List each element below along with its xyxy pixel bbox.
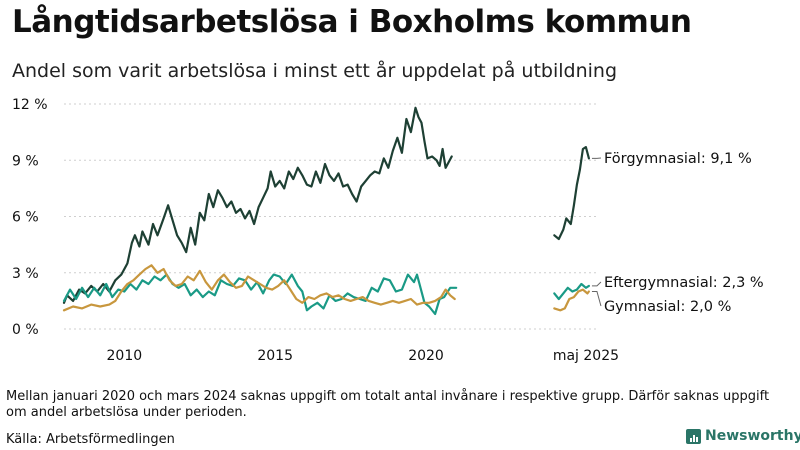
series-line-gymnasial <box>62 264 456 312</box>
source-note: Källa: Arbetsförmedlingen <box>6 432 175 447</box>
chart-title: Långtidsarbetslösa i Boxholms kommun <box>12 4 692 40</box>
y-tick-label: 9 % <box>12 153 39 169</box>
y-tick-label: 12 % <box>12 97 48 113</box>
chart-subtitle: Andel som varit arbetslösa i minst ett å… <box>12 60 618 82</box>
x-tick-label: 2010 <box>107 348 143 364</box>
y-axis-labels: 0 % 3 % 6 % 9 % 12 % <box>12 97 48 338</box>
series-line-eftergymnasial <box>62 273 458 316</box>
label-connector <box>591 281 602 287</box>
x-tick-label: 2015 <box>257 348 293 364</box>
series-line-förgymnasial <box>553 146 590 241</box>
y-tick-label: 6 % <box>12 210 39 226</box>
x-tick-label: maj 2025 <box>553 348 619 364</box>
newsworthy-logo: Newsworthy <box>686 428 800 444</box>
y-tick-label: 0 % <box>12 322 39 338</box>
grid-lines <box>64 103 598 330</box>
x-axis-labels: 2010 2015 2020 maj 2025 <box>107 348 620 364</box>
series-end-label: Gymnasial: 2,0 % <box>604 299 731 315</box>
series-line-eftergymnasial <box>553 282 590 301</box>
series-end-labels: Förgymnasial: 9,1 % Eftergymnasial: 2,3 %… <box>591 151 764 315</box>
series-end-label: Förgymnasial: 9,1 % <box>604 151 752 167</box>
logo-icon <box>686 428 701 444</box>
series-line-förgymnasial <box>62 106 453 304</box>
series-lines <box>62 106 590 316</box>
x-tick-label: 2020 <box>408 348 444 364</box>
series-end-label: Eftergymnasial: 2,3 % <box>604 275 764 291</box>
footnote: Mellan januari 2020 och mars 2024 saknas… <box>6 389 770 420</box>
logo-text: Newsworthy <box>705 428 800 444</box>
y-tick-label: 3 % <box>12 266 39 282</box>
label-connector <box>591 291 602 307</box>
line-chart: 0 % 3 % 6 % 9 % 12 % 2010 2015 2020 maj 2025 Fö… <box>12 97 764 364</box>
series-line-gymnasial <box>553 288 590 312</box>
